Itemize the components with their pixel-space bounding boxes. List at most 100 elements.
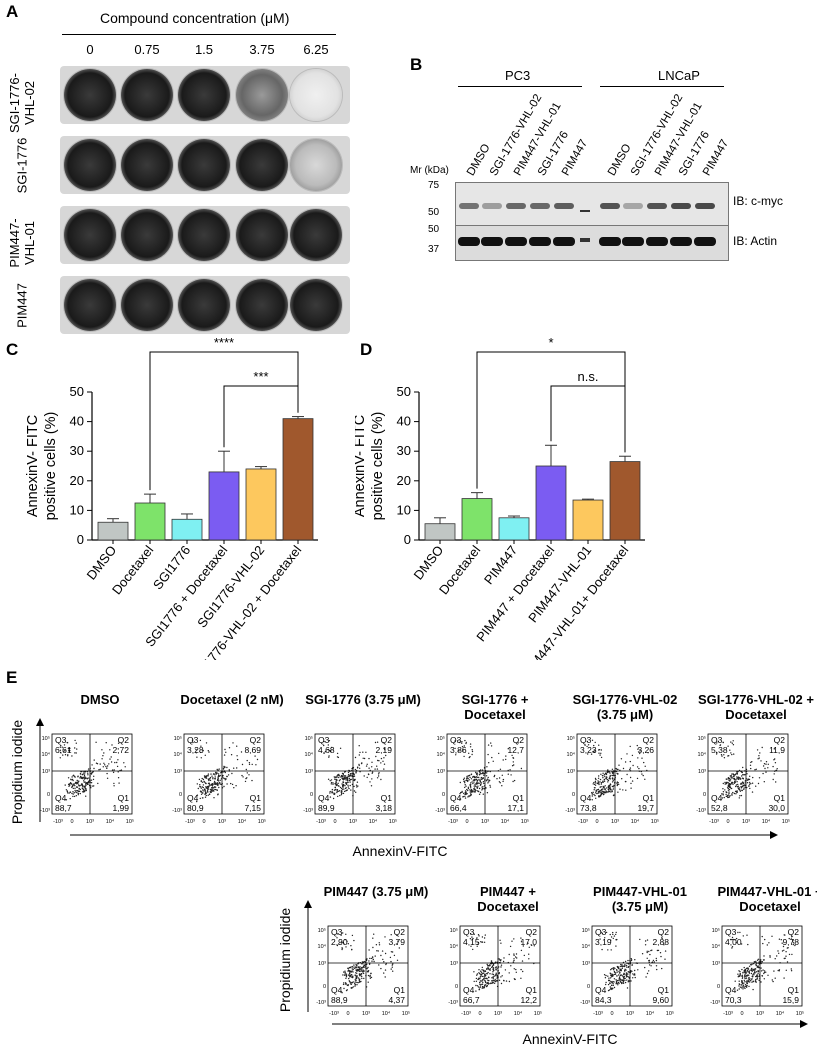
event-dot [786,947,789,949]
event-dot [493,980,495,982]
event-dot [724,789,726,791]
bar [134,502,166,541]
event-dot [80,771,82,773]
flow-plot: PIM447-VHL-01 (3.75 μM)Q33,19Q22,88Q484,3… [580,884,687,1017]
event-dot [754,769,756,771]
event-dot [491,977,493,979]
event-dot [612,788,615,790]
event-dot [650,965,652,967]
q4-value: 80,9 [187,803,204,813]
event-dot [211,775,213,777]
event-dot [232,742,234,744]
event-dot [200,757,202,759]
flow-plot-title-line1: PIM447-VHL-01 + [717,884,817,899]
event-dot [106,772,108,775]
x-axis-tick-label: 0 [346,1011,349,1017]
event-dot [476,937,478,939]
event-dot [594,787,596,789]
event-dot [109,758,111,760]
event-dot [106,777,109,779]
event-dot [502,780,504,783]
event-dot [489,786,492,788]
q4-value: 66,4 [450,803,467,813]
event-dot [371,772,373,774]
event-dot [477,941,479,944]
event-dot [210,773,212,775]
event-dot [363,775,365,777]
event-dot [202,784,205,786]
event-dot [341,947,344,949]
event-dot [90,787,92,789]
q3-label: Q3 [187,735,199,745]
event-dot [727,745,729,747]
event-dot [470,788,473,791]
event-dot [590,753,593,755]
event-dot [336,937,338,939]
event-dot [489,784,491,787]
event-dot [475,772,478,774]
event-dot [594,780,597,783]
event-dot [485,984,487,986]
event-dot [341,948,343,951]
event-dot [470,778,473,780]
event-dot [214,776,216,778]
event-dot [347,943,349,945]
event-dot [356,970,358,972]
y-axis-tick-label: 10⁴ [174,751,183,758]
event-dot [499,768,502,770]
event-dot [612,786,615,788]
event-dot [329,792,331,794]
event-dot [339,794,341,797]
event-dot [389,956,392,959]
event-dot [345,989,348,992]
event-dot [766,944,768,946]
event-dot [728,791,730,793]
event-dot [636,744,638,747]
x-axis-tick-label: -10³ [53,819,63,825]
event-dot [774,977,776,979]
event-dot [211,788,213,790]
event-dot [509,769,511,771]
event-dot [744,987,746,990]
q3-label: Q3 [595,927,607,937]
event-dot [467,775,469,777]
q1-value: 4,37 [388,995,405,1005]
event-dot [531,944,533,946]
event-dot [75,752,77,754]
event-dot [342,779,345,781]
event-dot [753,972,755,975]
x-axis-tick-label: 10⁴ [762,818,771,825]
event-dot [790,938,792,940]
event-dot [333,793,336,795]
event-dot [476,985,479,987]
event-dot [629,745,631,748]
culture-dish [178,209,230,261]
event-dot [334,776,336,779]
flow-x-axis-label: AnnexinV-FITC [523,1031,618,1047]
event-dot [620,965,623,967]
flow-plot-title-line1: PIM447 (3.75 μM) [324,884,429,899]
y-axis-tick-label: 10³ [305,769,313,775]
event-dot [736,989,739,991]
event-dot [380,757,383,760]
event-dot [763,781,765,783]
event-dot [202,797,204,799]
event-dot [729,749,731,751]
event-dot [748,971,750,973]
event-dot [609,775,611,778]
event-dot [731,938,733,941]
event-dot [515,953,518,955]
event-dot [755,785,757,787]
event-dot [361,975,363,978]
x-axis-tick-label: -10³ [723,1011,733,1017]
marker-37: 37 [428,244,440,255]
event-dot [223,765,225,768]
event-dot [728,755,730,757]
event-dot [476,790,479,792]
event-dot [353,790,356,792]
event-dot [81,787,83,789]
panel-a-header-rule [62,34,336,35]
event-dot [751,782,754,784]
event-dot [331,788,334,791]
cmyc-band [600,203,620,209]
